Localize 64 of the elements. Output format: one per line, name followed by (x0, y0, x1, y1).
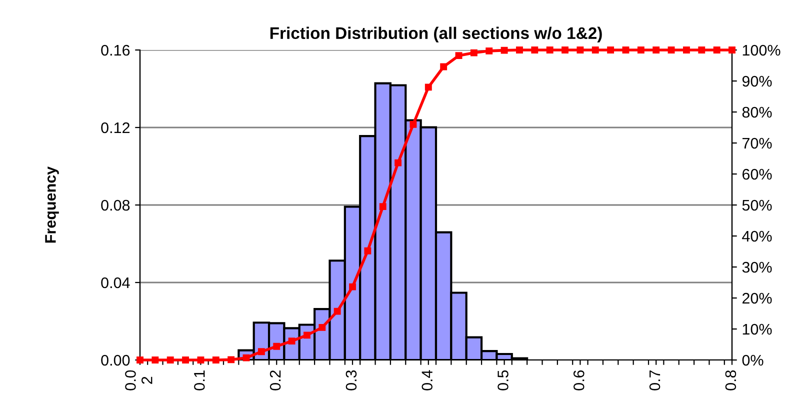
point (364, 247, 372, 254)
point (516, 46, 523, 54)
point (334, 308, 341, 315)
point (394, 159, 402, 166)
y2-tick-label: 80% (742, 106, 772, 118)
y-tick-label: 0.08 (101, 200, 130, 211)
point (500, 46, 508, 54)
point (562, 46, 568, 54)
point (273, 342, 280, 350)
point (470, 49, 478, 56)
point (379, 203, 386, 210)
y2-tick-label: 70% (742, 138, 772, 149)
x-tick-label: 0.8 (725, 370, 736, 390)
y2-tick-label: 0% (742, 354, 764, 366)
y-axis-title: Frequency (45, 166, 59, 243)
point (304, 332, 310, 339)
point (197, 356, 204, 364)
point (166, 356, 174, 364)
x-tick-label: 0.0 2 (125, 370, 152, 390)
point (486, 47, 493, 54)
x-tick-label: 0.5 (498, 370, 508, 390)
point (652, 46, 660, 54)
point (455, 52, 462, 60)
point (212, 356, 220, 364)
y-tick-label: 0.00 (101, 354, 130, 366)
point (607, 46, 614, 54)
x-tick-label: 0.6 (573, 370, 584, 390)
point (698, 46, 706, 54)
chart-title: Friction Distribution (all sections w/o 1&2) (270, 26, 602, 42)
point (713, 46, 720, 54)
x-tick-label: 0.4 (422, 370, 433, 390)
point (576, 46, 584, 54)
point (182, 356, 190, 364)
x-tick-label: 0.1 (194, 370, 205, 390)
x-tick-label: 0.3 (346, 370, 357, 390)
point (228, 356, 235, 364)
y-tick-label: 0.16 (101, 44, 130, 56)
point (318, 324, 326, 331)
y2-tick-label: 100% (742, 44, 780, 56)
y2-tick-label: 10% (742, 324, 772, 335)
point (682, 46, 690, 54)
y-tick-label: 0.04 (101, 277, 130, 288)
point (440, 63, 448, 70)
y-tick-label: 0.12 (101, 122, 130, 134)
y2-tick-label: 40% (742, 230, 772, 242)
point (531, 46, 538, 54)
point (546, 46, 554, 54)
point (592, 46, 599, 54)
point (349, 283, 356, 290)
point (424, 84, 432, 91)
point (637, 46, 644, 54)
y2-tick-label: 30% (742, 262, 772, 273)
point (668, 46, 675, 54)
point (258, 348, 265, 356)
point (410, 120, 417, 128)
y2-tick-label: 60% (742, 168, 772, 180)
y2-tick-label: 50% (742, 200, 772, 211)
y2-tick-label: 90% (742, 76, 772, 87)
x-tick-label: 0.7 (649, 370, 660, 390)
x-tick-label: 0.2 (270, 370, 281, 390)
y2-tick-label: 20% (742, 292, 772, 304)
point (152, 356, 159, 364)
point (288, 338, 296, 345)
point (622, 46, 630, 54)
